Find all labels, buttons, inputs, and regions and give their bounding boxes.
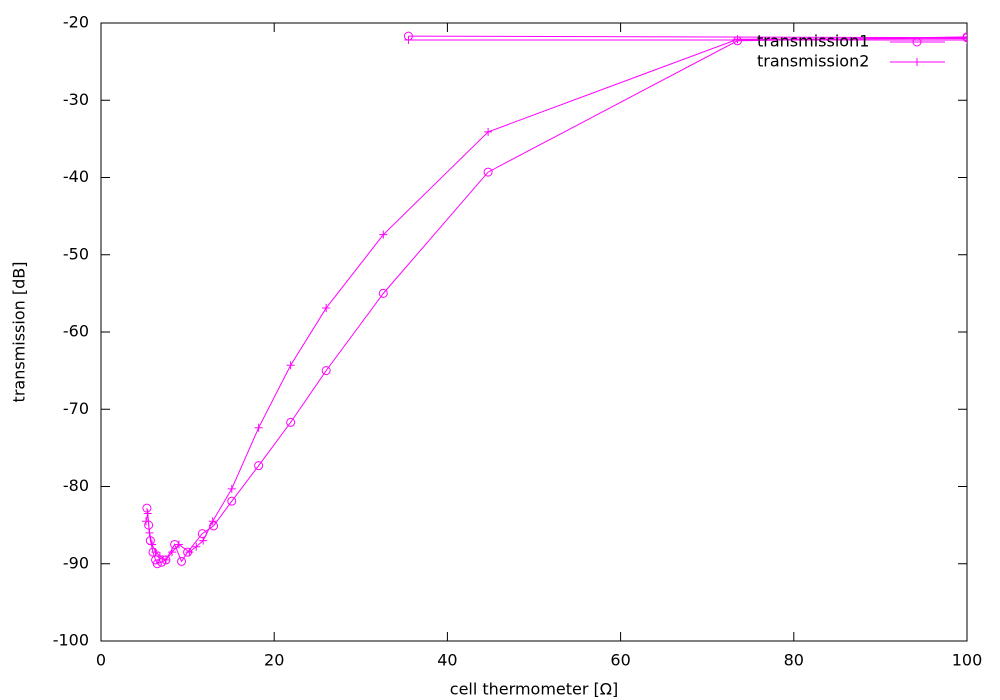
y-tick-label: -40 (63, 167, 89, 186)
marker-plus (379, 230, 388, 239)
x-tick-label: 0 (96, 651, 106, 670)
x-tick-label: 20 (264, 651, 284, 670)
y-axis-label: transmission [dB] (10, 262, 29, 403)
marker-plus (404, 35, 413, 44)
marker-plus (227, 484, 236, 493)
marker-circle (912, 37, 922, 47)
marker-circle (209, 521, 219, 531)
marker-plus (143, 509, 152, 518)
x-axis-label: cell thermometer [Ω] (450, 680, 618, 699)
marker-plus (155, 552, 164, 561)
legend-label: transmission2 (757, 52, 869, 71)
marker-plus (322, 304, 331, 313)
x-tick-label: 80 (784, 651, 804, 670)
marker-plus (145, 528, 154, 537)
y-tick-label: -30 (63, 90, 89, 109)
marker-plus (484, 127, 493, 136)
plot-frame (100, 22, 968, 642)
marker-plus (199, 536, 208, 545)
marker-circle (152, 559, 162, 569)
marker-plus (148, 540, 157, 549)
marker-plus (185, 548, 194, 557)
marker-plus (913, 58, 921, 66)
marker-circle (378, 288, 388, 298)
marker-plus (174, 540, 183, 549)
series-line (146, 35, 967, 565)
x-tick-label: 60 (610, 651, 630, 670)
marker-circle (483, 167, 493, 177)
x-tick-label: 40 (437, 651, 457, 670)
y-tick-label: -80 (63, 476, 89, 495)
y-tick-label: -90 (63, 553, 89, 572)
marker-plus (142, 517, 151, 526)
marker-circle (962, 33, 967, 43)
marker-plus (963, 34, 967, 43)
marker-circle (177, 556, 187, 566)
series-line (145, 37, 967, 561)
marker-plus (733, 35, 742, 44)
y-tick-label: -100 (53, 631, 89, 650)
marker-circle (227, 496, 237, 506)
marker-circle (286, 417, 296, 427)
x-tick-label: 100 (952, 651, 983, 670)
marker-plus (963, 35, 967, 44)
marker-plus (208, 517, 217, 526)
marker-plus (168, 548, 177, 557)
marker-plus (192, 542, 201, 551)
marker-plus (254, 423, 263, 432)
marker-plus (286, 361, 295, 370)
y-tick-label: -60 (63, 322, 89, 341)
y-tick-label: -70 (63, 399, 89, 418)
marker-plus (151, 548, 160, 557)
marker-plus (161, 555, 170, 564)
y-tick-label: -50 (63, 244, 89, 263)
marker-circle (142, 503, 152, 513)
y-tick-label: -20 (63, 13, 89, 32)
marker-circle (321, 366, 331, 376)
marker-circle (254, 461, 264, 471)
legend-label: transmission1 (757, 32, 869, 51)
